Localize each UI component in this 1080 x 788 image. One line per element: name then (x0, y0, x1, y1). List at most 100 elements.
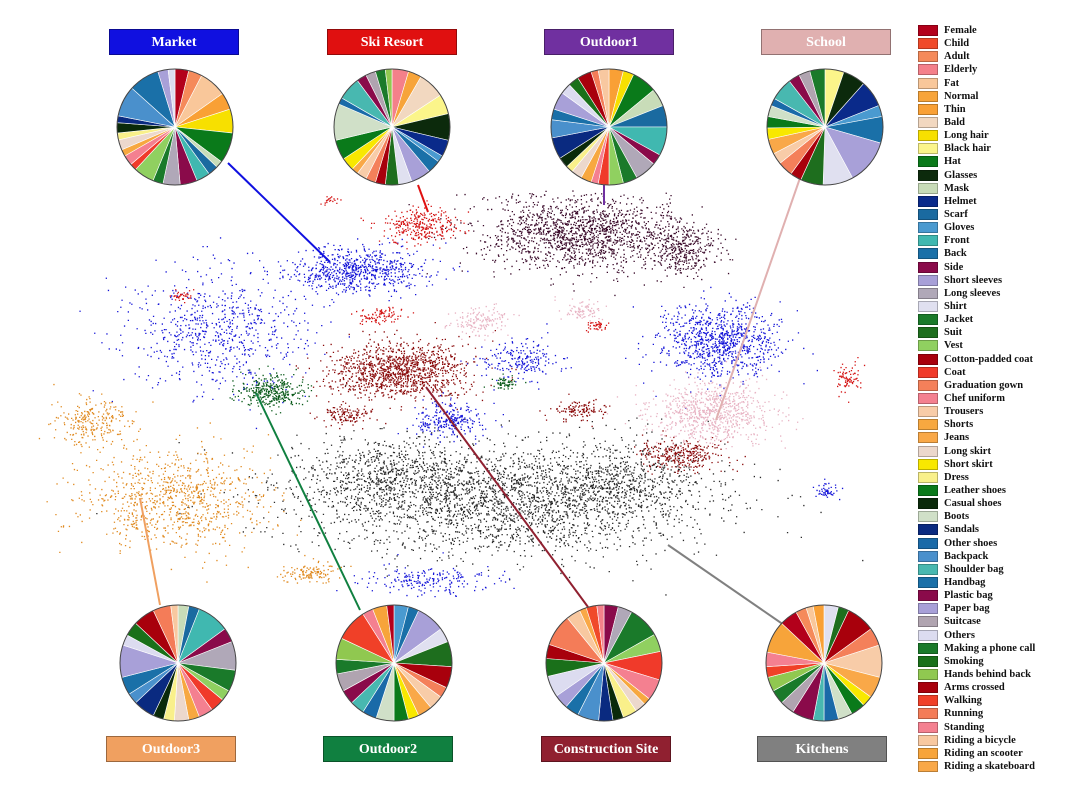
legend-label: Shorts (944, 419, 974, 431)
legend-entry: Adult (918, 50, 1078, 63)
legend-label: Backpack (944, 550, 989, 562)
legend-entry: Dress (918, 471, 1078, 484)
legend-entry: Glasses (918, 169, 1078, 182)
legend-swatch (918, 603, 938, 615)
legend-entry: Sandals (918, 523, 1078, 536)
legend-entry: Long skirt (918, 445, 1078, 458)
legend-swatch (918, 261, 938, 273)
legend-swatch (918, 668, 938, 680)
legend-label: Gloves (944, 222, 975, 234)
legend-label: Scarf (944, 209, 968, 221)
legend-swatch (918, 64, 938, 76)
legend-swatch (918, 117, 938, 129)
legend-entry: Riding an scooter (918, 747, 1078, 760)
scatter-cluster-construction-site (309, 399, 378, 430)
legend-entry: Standing (918, 720, 1078, 733)
legend-entry: Smoking (918, 655, 1078, 668)
legend-label: Fat (944, 77, 960, 89)
legend-label: Hands behind back (944, 668, 1031, 680)
legend-label: Short sleeves (944, 274, 1003, 286)
scatter-cluster-ski-resort (360, 200, 470, 250)
legend-label: Other shoes (944, 537, 998, 549)
legend-swatch (918, 327, 938, 339)
legend-label: Thin (944, 103, 966, 115)
legend-swatch (918, 274, 938, 286)
tsne-plot (38, 68, 884, 722)
legend-entry: Making a phone call (918, 642, 1078, 655)
legend-swatch (918, 406, 938, 418)
scatter-cluster-market (625, 286, 818, 409)
legend-label: Riding a skateboard (944, 760, 1036, 772)
scatter-cluster-outdoor1 (408, 190, 737, 297)
legend-entry: Others (918, 628, 1078, 641)
legend-swatch (918, 760, 938, 772)
legend-label: Casual shoes (944, 498, 1002, 510)
scatter-cluster-market (336, 552, 515, 598)
scatter-cluster-market (460, 323, 572, 391)
scatter-cluster-market (812, 478, 844, 501)
legend-swatch (918, 38, 938, 50)
pie-school (766, 68, 884, 186)
scene-label-ski-resort: Ski Resort (327, 29, 457, 55)
legend-swatch (918, 524, 938, 536)
legend-label: Jeans (944, 432, 970, 444)
legend-entry: Paper bag (918, 602, 1078, 615)
legend-entry: Shirt (918, 300, 1078, 313)
scatter-cluster-ski-resort (320, 196, 342, 206)
scene-label-kitchens: Kitchens (757, 736, 887, 762)
scatter-cluster-outdoor2 (483, 373, 527, 390)
pie-outdoor2 (335, 604, 453, 722)
legend-label: Walking (944, 695, 982, 707)
legend-swatch (918, 25, 938, 37)
legend-label: Short skirt (944, 458, 993, 470)
legend-swatch (918, 235, 938, 247)
legend-swatch (918, 590, 938, 602)
legend-swatch (918, 576, 938, 588)
legend-entry: Chef uniform (918, 392, 1078, 405)
legend-entry: Hat (918, 155, 1078, 168)
legend-entry: Shorts (918, 418, 1078, 431)
scatter-cluster-market (246, 237, 469, 302)
legend-entry: Jeans (918, 431, 1078, 444)
legend-swatch (918, 182, 938, 194)
scene-label-outdoor3: Outdoor3 (106, 736, 236, 762)
legend-label: Dress (944, 471, 969, 483)
legend-swatch (918, 747, 938, 759)
legend-label: Long sleeves (944, 287, 1001, 299)
legend-label: Standing (944, 721, 985, 733)
legend-swatch (918, 195, 938, 207)
pie-outline (119, 604, 237, 722)
legend-swatch (918, 209, 938, 221)
legend-entry: Front (918, 234, 1078, 247)
legend-label: Making a phone call (944, 642, 1036, 654)
legend-label: Trousers (944, 406, 984, 418)
pie-ski-resort (333, 68, 451, 186)
scatter-cluster-school (606, 361, 804, 459)
leader-line-ski-resort (417, 184, 429, 213)
legend-swatch (918, 393, 938, 404)
legend-swatch (918, 655, 938, 667)
legend-entry: Suitcase (918, 615, 1078, 628)
scatter-cluster-outdoor3 (38, 383, 154, 460)
legend-entry: Casual shoes (918, 497, 1078, 510)
legend-entry: Short sleeves (918, 274, 1078, 287)
legend-label: Graduation gown (944, 379, 1024, 391)
pie-outline (545, 604, 663, 722)
legend-swatch (918, 90, 938, 102)
legend-label: Coat (944, 366, 966, 378)
legend-entry: Riding a bicycle (918, 734, 1078, 747)
pie-outdoor1 (550, 68, 668, 186)
legend-label: Chef uniform (944, 393, 1005, 404)
legend-entry: Plastic bag (918, 589, 1078, 602)
scene-label-construction-site: Construction Site (541, 736, 671, 762)
scatter-cluster-outdoor3 (46, 422, 302, 583)
legend-label: Glasses (944, 169, 978, 181)
legend-swatch (918, 498, 938, 510)
scatter-cluster-outdoor3 (276, 554, 352, 584)
legend-swatch (918, 143, 938, 155)
scene-label-outdoor1: Outdoor1 (544, 29, 674, 55)
legend-swatch (918, 734, 938, 746)
legend-label: Smoking (944, 655, 984, 667)
legend-swatch (918, 445, 938, 457)
legend-label: Sandals (944, 524, 980, 536)
